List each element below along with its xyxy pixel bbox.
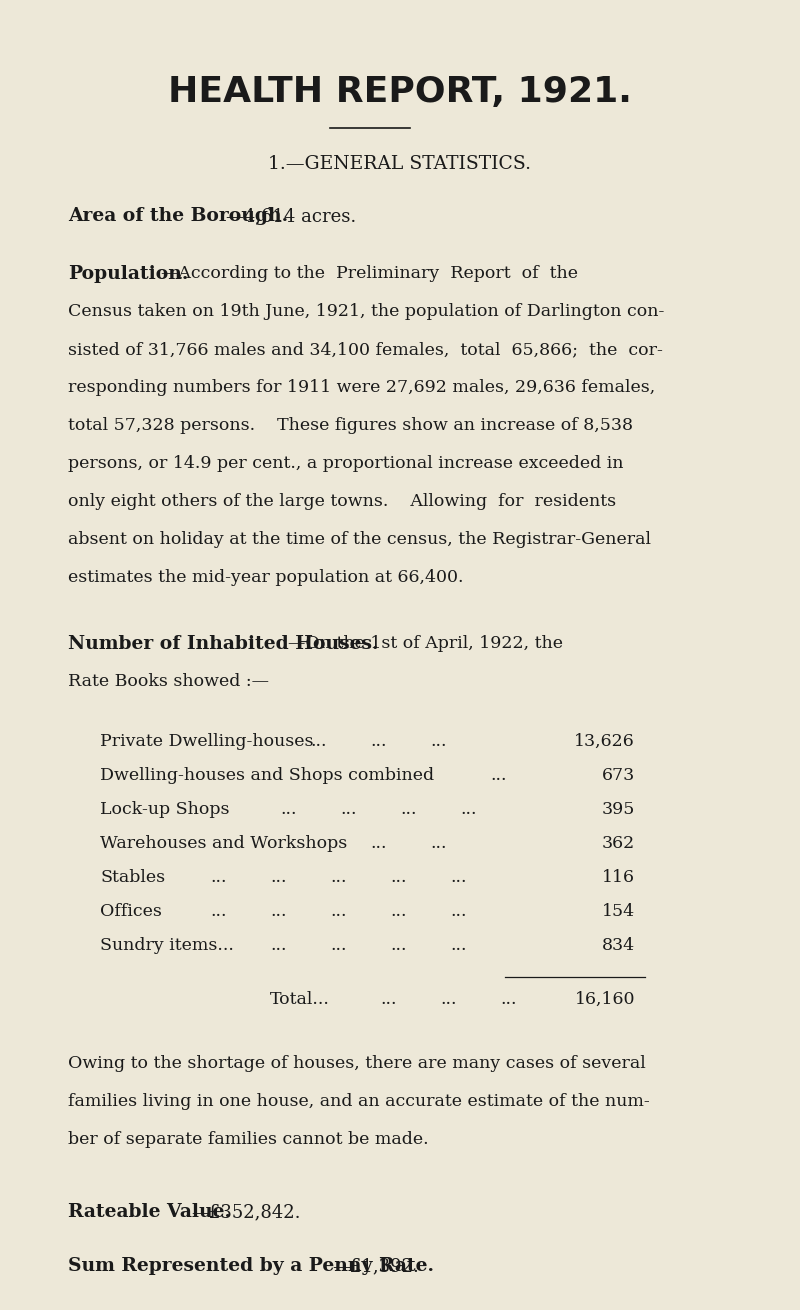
Text: 1.—GENERAL STATISTICS.: 1.—GENERAL STATISTICS. xyxy=(269,155,531,173)
Text: ...: ... xyxy=(270,869,286,886)
Text: ...: ... xyxy=(460,800,477,817)
Text: Private Dwelling-houses: Private Dwelling-houses xyxy=(100,734,314,751)
Text: responding numbers for 1911 were 27,692 males, 29,636 females,: responding numbers for 1911 were 27,692 … xyxy=(68,379,655,396)
Text: ...: ... xyxy=(340,800,357,817)
Text: Number of Inhabited Houses.: Number of Inhabited Houses. xyxy=(68,635,378,652)
Text: absent on holiday at the time of the census, the Registrar-General: absent on holiday at the time of the cen… xyxy=(68,531,651,548)
Text: ...: ... xyxy=(210,869,226,886)
Text: 116: 116 xyxy=(602,869,635,886)
Text: ...: ... xyxy=(430,734,446,751)
Text: ...: ... xyxy=(490,766,506,783)
Text: 13,626: 13,626 xyxy=(574,734,635,751)
Text: ...: ... xyxy=(310,734,326,751)
Text: ...: ... xyxy=(370,734,386,751)
Text: 362: 362 xyxy=(602,834,635,852)
Text: families living in one house, and an accurate estimate of the num-: families living in one house, and an acc… xyxy=(68,1093,650,1110)
Text: 395: 395 xyxy=(602,800,635,817)
Text: ...: ... xyxy=(450,903,466,920)
Text: Sum Represented by a Penny Rate.: Sum Represented by a Penny Rate. xyxy=(68,1258,434,1275)
Text: ...: ... xyxy=(370,834,386,852)
Text: Lock-up Shops: Lock-up Shops xyxy=(100,800,230,817)
Text: ...: ... xyxy=(210,903,226,920)
Text: —According to the  Preliminary  Report  of  the: —According to the Preliminary Report of … xyxy=(161,265,578,282)
Text: —4,614 acres.: —4,614 acres. xyxy=(226,207,356,225)
Text: ...: ... xyxy=(330,903,346,920)
Text: ...: ... xyxy=(440,990,457,1007)
Text: only eight others of the large towns.    Allowing  for  residents: only eight others of the large towns. Al… xyxy=(68,493,616,510)
Text: ...: ... xyxy=(500,990,517,1007)
Text: ...: ... xyxy=(400,800,417,817)
Text: Sundry items...: Sundry items... xyxy=(100,937,234,954)
Text: Area of the Borough.: Area of the Borough. xyxy=(68,207,288,225)
Text: Dwelling-houses and Shops combined: Dwelling-houses and Shops combined xyxy=(100,766,434,783)
Text: Rateable Value.: Rateable Value. xyxy=(68,1203,231,1221)
Text: 673: 673 xyxy=(602,766,635,783)
Text: —On the 1st of April, 1922, the: —On the 1st of April, 1922, the xyxy=(288,635,563,652)
Text: ...: ... xyxy=(450,937,466,954)
Text: sisted of 31,766 males and 34,100 females,  total  65,866;  the  cor-: sisted of 31,766 males and 34,100 female… xyxy=(68,341,663,358)
Text: ...: ... xyxy=(270,937,286,954)
Text: HEALTH REPORT, 1921.: HEALTH REPORT, 1921. xyxy=(168,75,632,109)
Text: total 57,328 persons.    These figures show an increase of 8,538: total 57,328 persons. These figures show… xyxy=(68,417,633,434)
Text: Total...: Total... xyxy=(270,990,330,1007)
Text: —£1,392.: —£1,392. xyxy=(332,1258,419,1275)
Text: ...: ... xyxy=(330,937,346,954)
Text: —£352,842.: —£352,842. xyxy=(191,1203,301,1221)
Text: persons, or 14.9 per cent., a proportional increase exceeded in: persons, or 14.9 per cent., a proportion… xyxy=(68,455,623,472)
Text: Offices: Offices xyxy=(100,903,162,920)
Text: ...: ... xyxy=(390,903,406,920)
Text: ...: ... xyxy=(270,903,286,920)
Text: 154: 154 xyxy=(602,903,635,920)
Text: ...: ... xyxy=(380,990,397,1007)
Text: ...: ... xyxy=(330,869,346,886)
Text: estimates the mid-year population at 66,400.: estimates the mid-year population at 66,… xyxy=(68,569,463,586)
Text: Warehouses and Workshops: Warehouses and Workshops xyxy=(100,834,347,852)
Text: ...: ... xyxy=(280,800,297,817)
Text: ...: ... xyxy=(390,869,406,886)
Text: Rate Books showed :—: Rate Books showed :— xyxy=(68,673,269,690)
Text: Population.: Population. xyxy=(68,265,188,283)
Text: Census taken on 19th June, 1921, the population of Darlington con-: Census taken on 19th June, 1921, the pop… xyxy=(68,303,664,320)
Text: 834: 834 xyxy=(602,937,635,954)
Text: ...: ... xyxy=(390,937,406,954)
Text: Stables: Stables xyxy=(100,869,165,886)
Text: ber of separate families cannot be made.: ber of separate families cannot be made. xyxy=(68,1131,429,1148)
Text: 16,160: 16,160 xyxy=(574,990,635,1007)
Text: ...: ... xyxy=(430,834,446,852)
Text: ...: ... xyxy=(450,869,466,886)
Text: Owing to the shortage of houses, there are many cases of several: Owing to the shortage of houses, there a… xyxy=(68,1055,646,1072)
